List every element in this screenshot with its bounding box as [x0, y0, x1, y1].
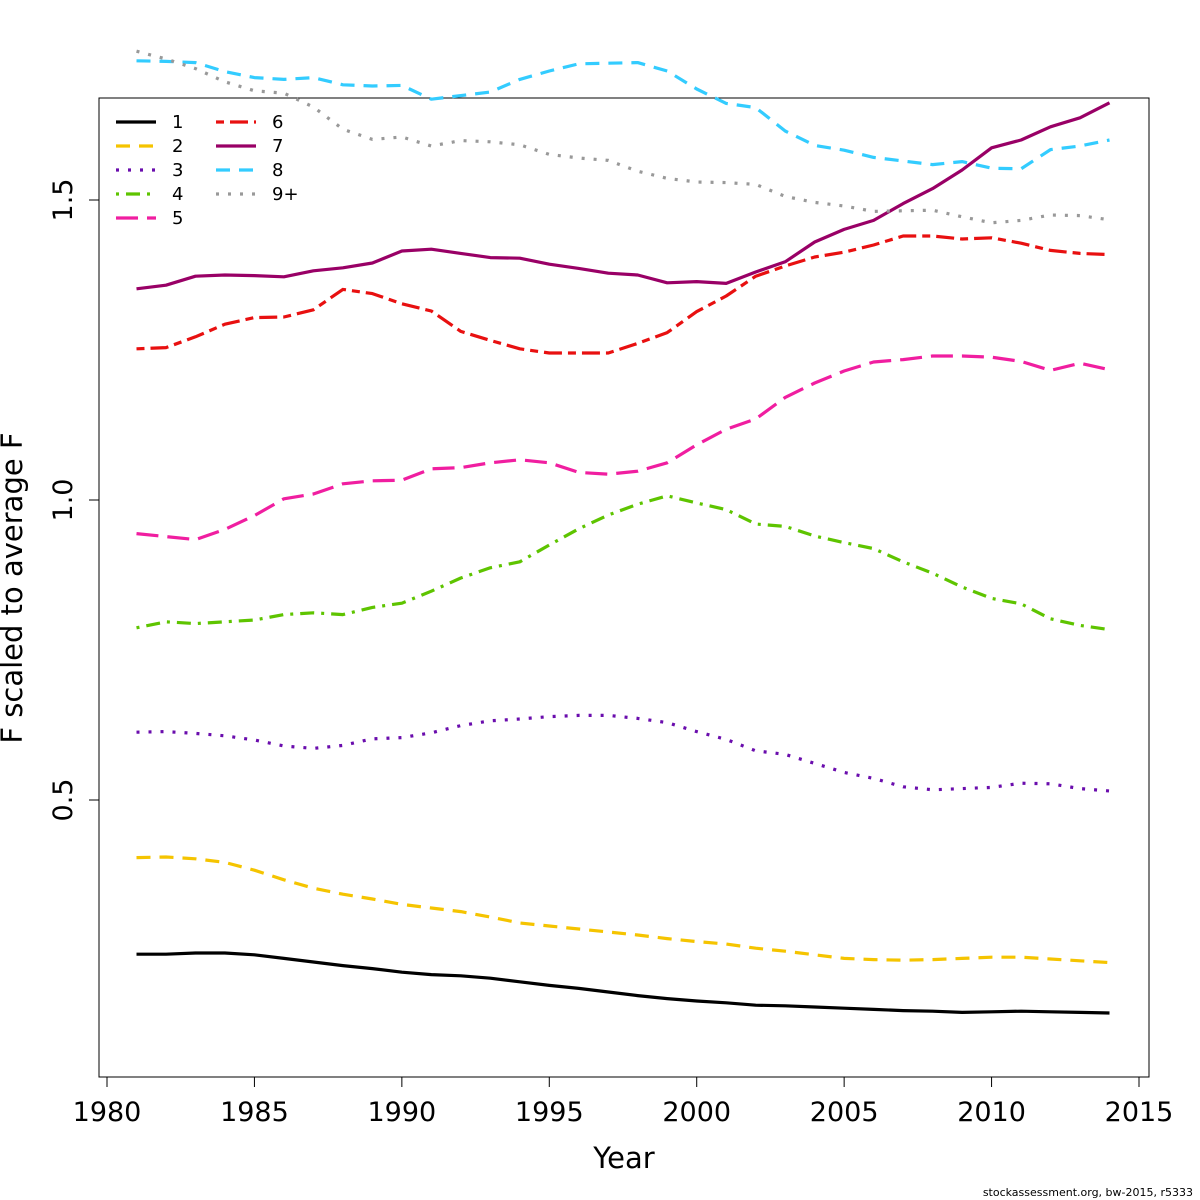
legend-label-6: 6: [272, 112, 283, 133]
legend-label-9plus: 9+: [272, 184, 299, 205]
x-tick-label-1980: 1980: [73, 1097, 142, 1128]
series-line-2: [136, 855, 1110, 965]
series-line-5: [136, 354, 1110, 542]
series-line-4: [136, 494, 1110, 632]
legend-label-3: 3: [172, 160, 183, 181]
x-tick-label-1985: 1985: [220, 1097, 289, 1128]
footer-credit: stockassessment.org, bw-2015, r5333: [983, 1186, 1193, 1199]
y-tick-label-1.0: 1.0: [48, 479, 79, 522]
y-axis-title: F scaled to average F: [0, 432, 29, 743]
series-line-6: [136, 234, 1110, 355]
legend-label-7: 7: [272, 136, 283, 157]
series-line-8: [136, 59, 1110, 171]
x-tick-label-1995: 1995: [515, 1097, 584, 1128]
legend-label-4: 4: [172, 184, 183, 205]
series-line-9plus: [136, 49, 1110, 225]
legend-label-5: 5: [172, 208, 183, 229]
legend-label-8: 8: [272, 160, 283, 181]
x-tick-label-2010: 2010: [957, 1097, 1026, 1128]
x-tick-label-1990: 1990: [367, 1097, 436, 1128]
y-axis: 0.5 1.0 1.5: [48, 179, 100, 822]
x-axis: 1980 1985 1990 1995 2000 2005 2010 2015: [73, 1076, 1174, 1128]
series-line-7: [136, 101, 1111, 291]
legend-label-1: 1: [172, 112, 183, 133]
legend-label-2: 2: [172, 136, 183, 157]
x-tick-label-2000: 2000: [662, 1097, 731, 1128]
y-tick-label-1.5: 1.5: [48, 179, 79, 222]
series-layer: [136, 49, 1111, 1015]
series-line-1: [136, 951, 1110, 1015]
x-axis-title: Year: [592, 1141, 654, 1175]
x-tick-label-2015: 2015: [1105, 1097, 1174, 1128]
y-tick-label-0.5: 0.5: [48, 779, 79, 822]
legend: 1 2 3 4 5 6 7 8 9+: [116, 112, 299, 229]
x-tick-label-2005: 2005: [810, 1097, 879, 1128]
